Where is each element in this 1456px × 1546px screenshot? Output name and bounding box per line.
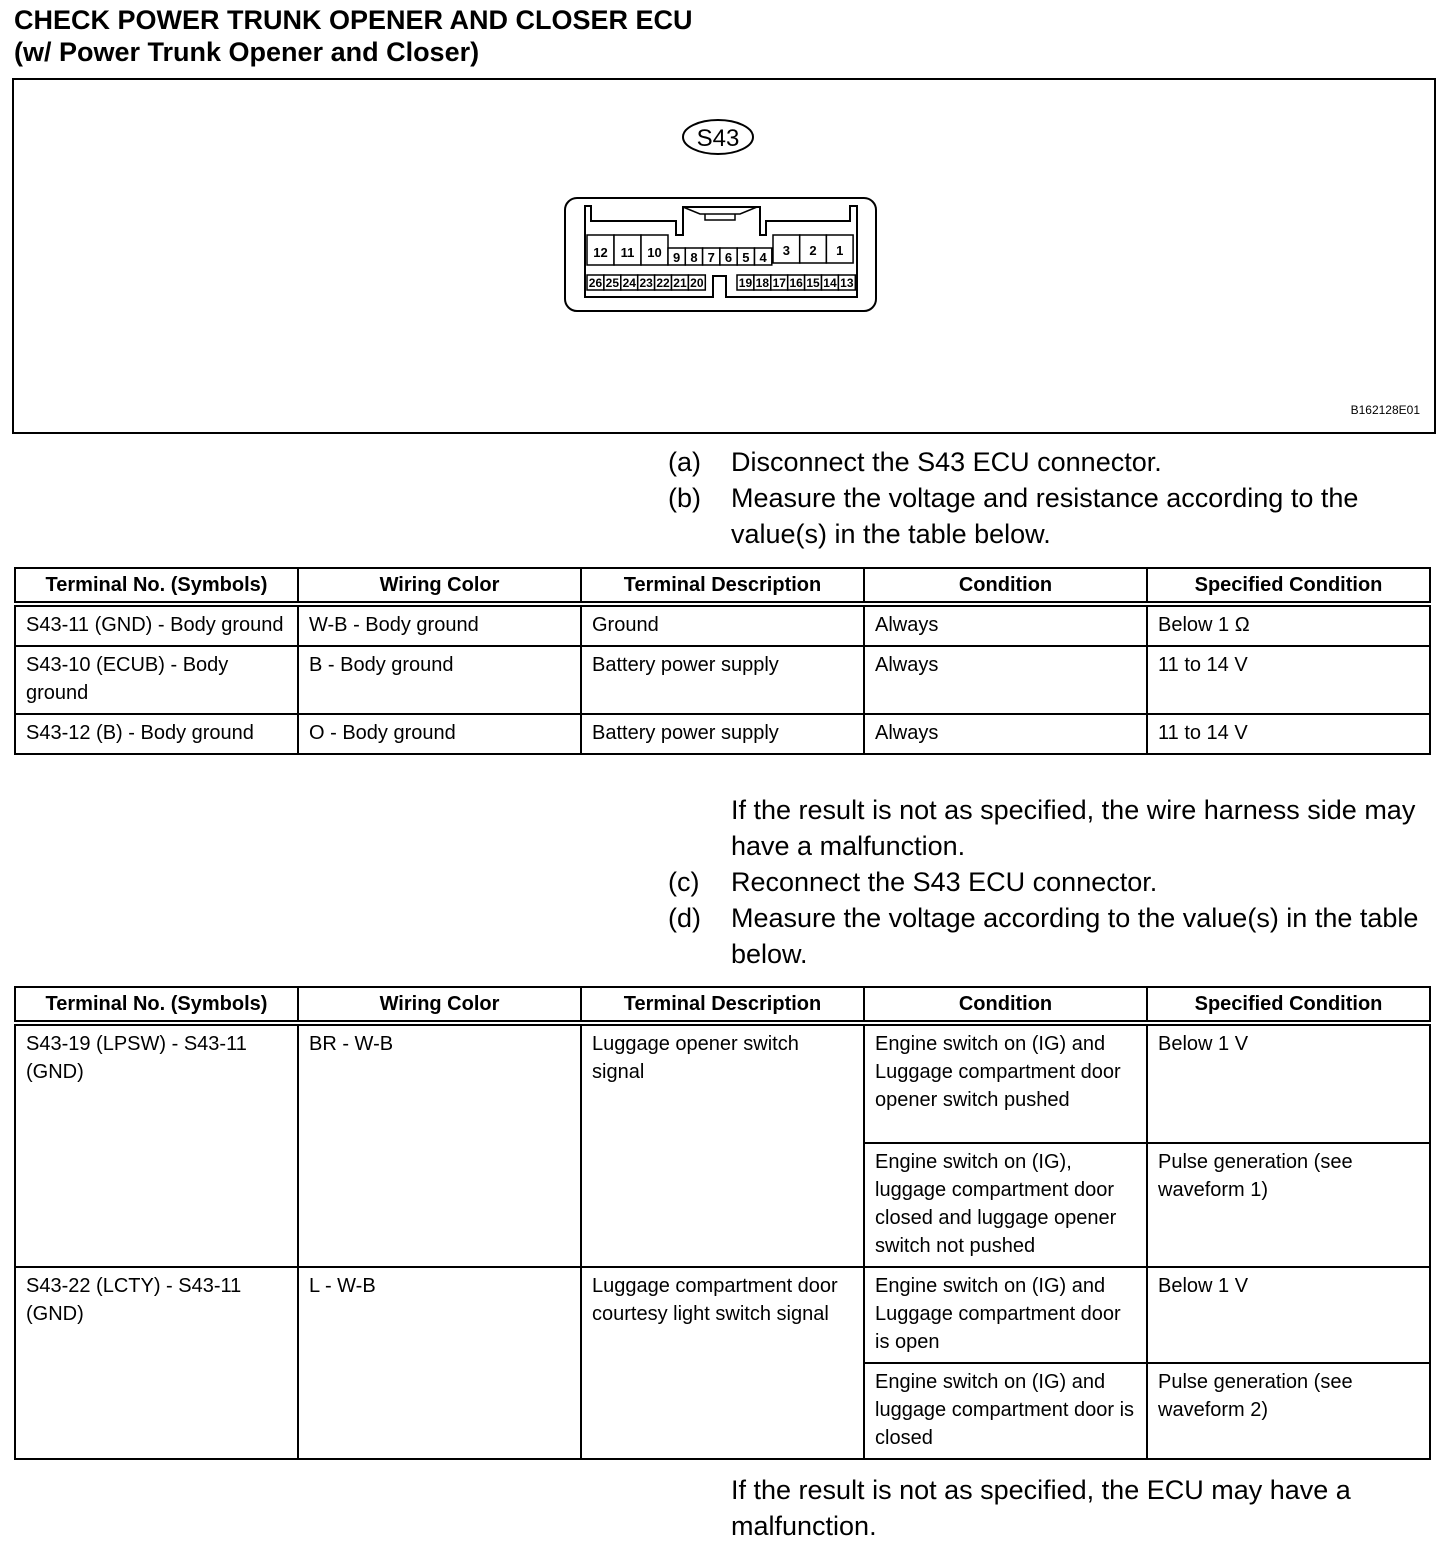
pin-number: 7 bbox=[708, 250, 715, 265]
pin-number: 8 bbox=[690, 250, 697, 265]
table-row: S43-19 (LPSW) - S43-11 (GND) BR - W-B Lu… bbox=[14, 1022, 1431, 1268]
page-title: CHECK POWER TRUNK OPENER AND CLOSER ECU bbox=[14, 5, 693, 35]
pin-number: 24 bbox=[623, 276, 637, 290]
pin-cavity bbox=[837, 274, 857, 291]
page-subtitle: (w/ Power Trunk Opener and Closer) bbox=[14, 37, 480, 67]
pin-number: 14 bbox=[823, 276, 837, 290]
connector-label-ellipse bbox=[682, 119, 754, 155]
pin-number: 16 bbox=[789, 276, 803, 290]
pin-number: 17 bbox=[773, 276, 787, 290]
pin-cavity bbox=[586, 234, 615, 266]
pin-number: 21 bbox=[673, 276, 687, 290]
pin-number: 20 bbox=[690, 276, 704, 290]
pin-number: 23 bbox=[639, 276, 653, 290]
voltage-table: Terminal No. (Symbols) Wiring Color Term… bbox=[14, 986, 1431, 1460]
table-row: S43-11 (GND) - Body ground W-B - Body gro… bbox=[14, 603, 1431, 647]
pin-number: 12 bbox=[593, 245, 607, 260]
pin-number: 15 bbox=[806, 276, 820, 290]
pin-cavity bbox=[798, 234, 828, 264]
table-row: Engine switch on (IG) and luggage compar… bbox=[15, 1362, 1431, 1460]
pin-number: 4 bbox=[760, 250, 768, 265]
pin-number: 26 bbox=[589, 276, 603, 290]
pin-cavity bbox=[772, 234, 801, 264]
pin-number: 22 bbox=[656, 276, 670, 290]
connector-diagram: S43 12 11 10 9 8 7 6 5 4 3 2 126 25 24 23 22 21 20 19 18 17 1… bbox=[564, 119, 1421, 417]
pin-number: 2 bbox=[809, 243, 816, 258]
figure-code: B162128E01 bbox=[1351, 403, 1421, 417]
connector-lock bbox=[682, 206, 758, 221]
pin-cavity bbox=[825, 234, 854, 264]
pin-number: 25 bbox=[606, 276, 620, 290]
pin-number: 11 bbox=[621, 245, 635, 260]
table-row: S43-10 (ECUB) - Body ground B - Body grou… bbox=[14, 645, 1431, 715]
connector-outline bbox=[564, 197, 877, 312]
table-header-row: Terminal No. (Symbols) Wiring Color Term… bbox=[14, 567, 1431, 607]
connector-figure bbox=[12, 78, 1436, 434]
table-row: S43-22 (LCTY) - S43-11 (GND) L - W-B Lug… bbox=[14, 1266, 1431, 1460]
table-row: S43-12 (B) - Body ground O - Body ground B… bbox=[14, 713, 1431, 755]
pin-number: 3 bbox=[783, 243, 790, 258]
pin-number: 18 bbox=[756, 276, 770, 290]
pin-cavity bbox=[687, 274, 707, 291]
pin-number: 9 bbox=[673, 250, 680, 265]
voltage-resistance-table: Terminal No. (Symbols) Wiring Color Term… bbox=[14, 567, 1431, 755]
table-header-row: Terminal No. (Symbols) Wiring Color Term… bbox=[14, 986, 1431, 1026]
pin-number: 10 bbox=[647, 245, 661, 260]
connector-inner-outline bbox=[584, 205, 858, 298]
table-row: Engine switch on (IG), luggage compartme… bbox=[15, 1142, 1431, 1268]
pin-number: 19 bbox=[739, 276, 753, 290]
pin-cavity bbox=[753, 247, 773, 266]
pin-number: 5 bbox=[742, 250, 749, 265]
connector-label: S43 bbox=[697, 125, 740, 152]
pin-number: 1 bbox=[836, 243, 843, 258]
pin-number: 13 bbox=[840, 276, 854, 290]
pin-number: 6 bbox=[725, 250, 732, 265]
